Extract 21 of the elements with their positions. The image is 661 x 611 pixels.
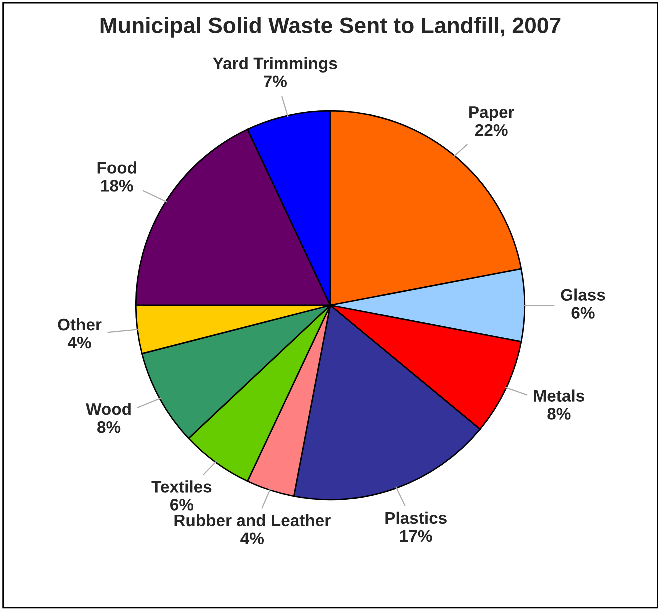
slice-label: Textiles xyxy=(152,480,212,493)
data-label: 6% xyxy=(170,499,194,511)
slice-label: Wood xyxy=(86,403,131,416)
slice-label: Metals xyxy=(534,390,584,402)
data-label: 6% xyxy=(572,307,595,319)
slice-label: Food xyxy=(98,162,136,174)
data-label: 4% xyxy=(240,532,264,544)
slice-label: Rubber and Leather xyxy=(174,514,331,527)
slice-label: Glass xyxy=(561,288,606,301)
data-label: 4% xyxy=(68,336,92,349)
data-label: 22% xyxy=(475,124,508,136)
data-label: 8% xyxy=(548,408,571,420)
slice-label: Yard Trimmings xyxy=(213,57,338,73)
data-label: 18% xyxy=(101,180,134,192)
chart-title: Municipal Solid Waste Sent to Landfill, 2007 xyxy=(100,17,561,38)
slice-label: Paper xyxy=(470,106,515,122)
data-label: 17% xyxy=(400,530,432,542)
data-label: 7% xyxy=(264,76,287,88)
slice-label: Other xyxy=(58,318,102,331)
slice-label: Plastics xyxy=(386,512,447,524)
data-label: 8% xyxy=(98,421,121,434)
